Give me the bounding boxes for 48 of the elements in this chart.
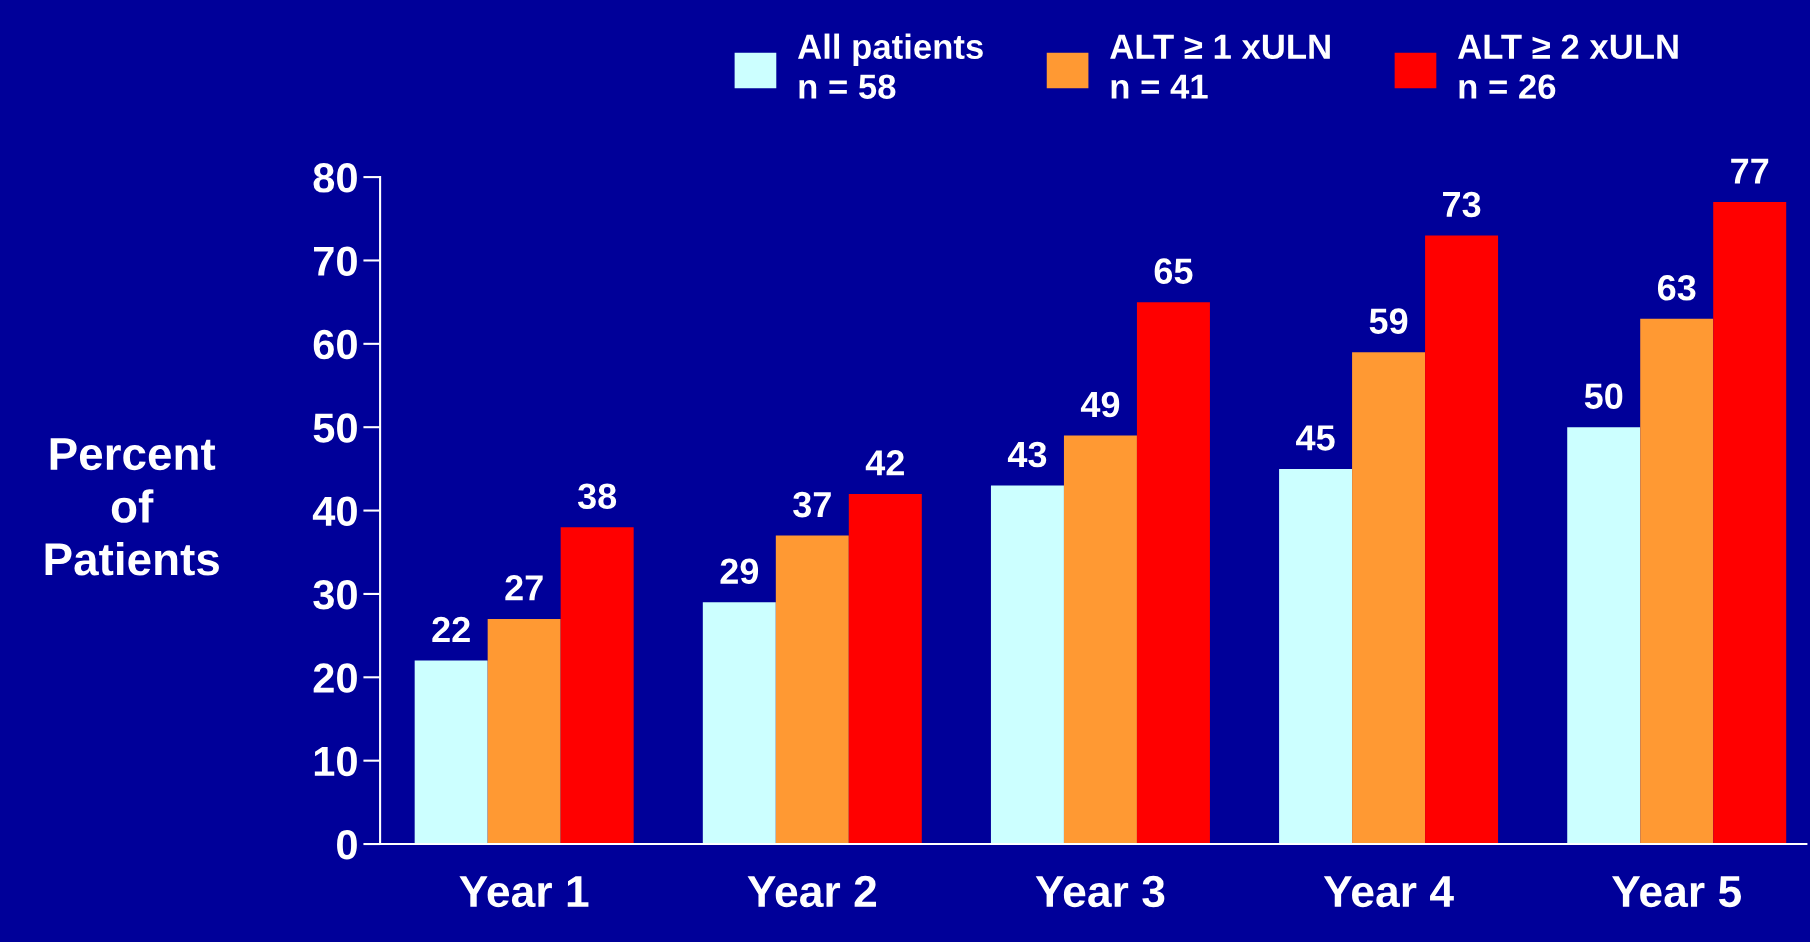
bar: [1279, 468, 1353, 845]
y-tick-label: 70: [314, 246, 357, 276]
bar: [848, 493, 922, 845]
y-tick-label: 10: [314, 746, 357, 777]
bar: [775, 535, 849, 845]
bar: [487, 618, 561, 845]
bar: [1425, 235, 1499, 845]
y-tick-label: 80: [313, 163, 357, 193]
x-tick-label: Year 2: [747, 875, 877, 908]
data-label: 77: [1731, 158, 1769, 184]
y-tick-label: 40: [312, 496, 357, 527]
data-label: 59: [1369, 308, 1408, 334]
bar: [1136, 302, 1210, 845]
data-label: 38: [577, 483, 617, 510]
y-axis-title: Percent of Patients: [45, 438, 219, 576]
y-tick-label: 30: [313, 579, 357, 610]
data-label: 22: [432, 616, 470, 643]
bar: [990, 485, 1064, 845]
legend-label: All patients n = 58: [797, 33, 983, 99]
legend-label: ALT ≥ 2 xULN n = 26: [1458, 34, 1678, 99]
data-label: 50: [1584, 383, 1623, 409]
bar: [1352, 352, 1426, 845]
x-tick-label: Year 3: [1035, 875, 1165, 908]
legend-label: ALT ≥ 1 xULN n = 41: [1110, 34, 1330, 99]
data-label: 42: [865, 450, 904, 476]
x-tick-label: Year 5: [1611, 876, 1741, 908]
data-label: 43: [1007, 441, 1047, 468]
x-tick-label: Year 1: [459, 876, 589, 908]
bar: [1713, 202, 1787, 845]
bar: [1063, 435, 1137, 845]
bar: [560, 527, 634, 845]
bar: [702, 602, 776, 845]
data-label: 63: [1657, 275, 1696, 301]
data-label: 27: [505, 575, 543, 601]
data-label: 37: [793, 491, 831, 518]
data-label: 49: [1080, 391, 1120, 418]
y-tick-label: 50: [313, 413, 357, 443]
data-label: 73: [1443, 191, 1481, 218]
bar: [1640, 318, 1714, 845]
y-tick-label: 0: [337, 830, 357, 860]
bar: [1567, 427, 1641, 845]
y-tick-label: 20: [313, 663, 357, 693]
data-label: 45: [1296, 425, 1335, 451]
data-label: 65: [1154, 258, 1193, 284]
bar: [414, 660, 488, 845]
data-label: 29: [720, 558, 759, 585]
x-tick-label: Year 4: [1323, 876, 1454, 908]
y-tick-label: 60: [313, 329, 357, 360]
